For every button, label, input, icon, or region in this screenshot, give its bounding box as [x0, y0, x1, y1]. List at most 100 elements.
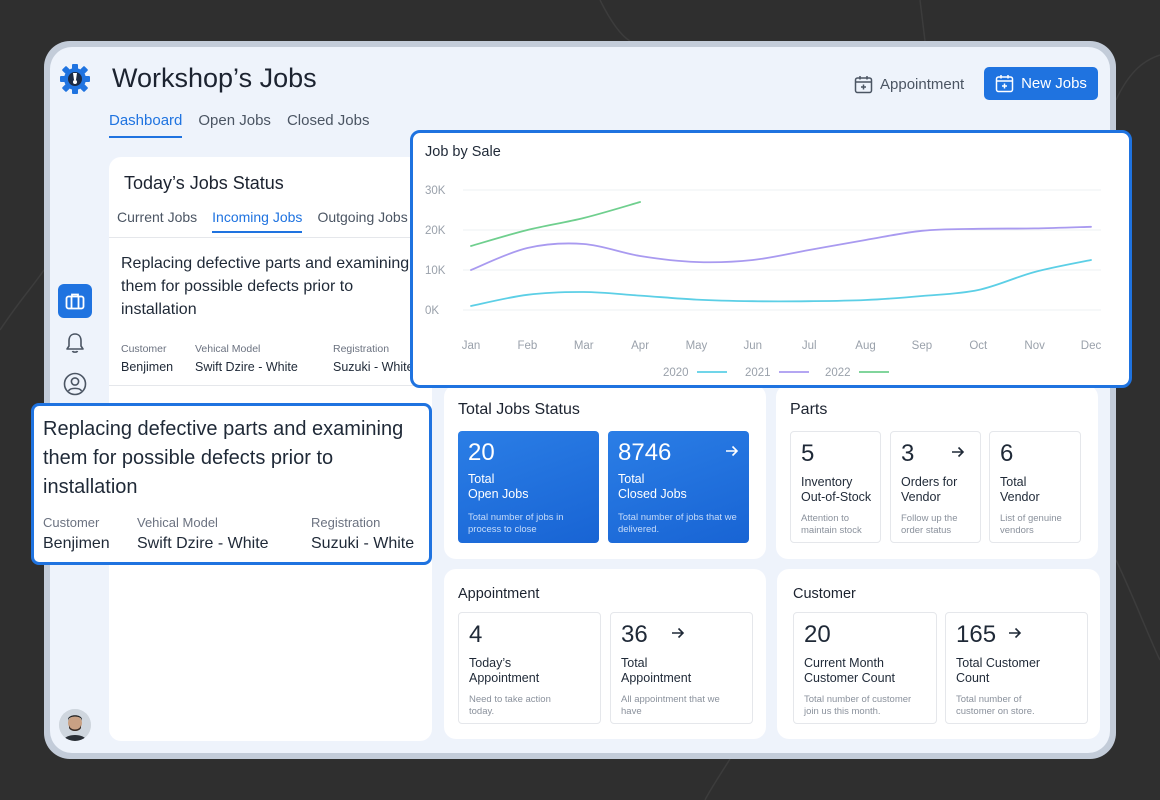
label-line: Orders for — [901, 475, 958, 489]
stat-label: Total Customer Count — [956, 656, 1040, 686]
x-tick-label: Dec — [1081, 340, 1102, 352]
desc-line: order status — [901, 525, 952, 536]
label-line: Customer Count — [804, 671, 896, 685]
legend-label: 2022 — [825, 367, 851, 379]
tab-closed-jobs[interactable]: Closed Jobs — [286, 112, 370, 129]
label-line: Open Jobs — [468, 487, 529, 501]
sidebar — [50, 47, 100, 753]
label-line: Current Month — [804, 656, 884, 670]
arrow-right-icon[interactable] — [951, 446, 965, 458]
stat-label: Inventory Out-of-Stock — [801, 475, 871, 505]
y-tick-label: 30K — [425, 185, 446, 197]
customer-value: Benjimen — [121, 360, 174, 374]
desc-line: Total number of customer — [804, 694, 912, 705]
customer-label: Customer — [43, 515, 100, 530]
tab-outgoing-jobs[interactable]: Outgoing Jobs — [317, 209, 408, 225]
todays-appointment-stat[interactable]: 4 Today’s Appointment Need to take actio… — [458, 612, 601, 724]
divider — [109, 385, 432, 386]
todays-jobs-title: Today’s Jobs Status — [124, 173, 284, 193]
tab-incoming-jobs[interactable]: Incoming Jobs — [212, 209, 303, 233]
stat-desc: Attention to maintain stock — [801, 513, 862, 537]
x-tick-label: Aug — [855, 340, 875, 352]
desc-line: today. — [469, 706, 495, 717]
job-model-large: Vehical Model Swift Dzire - White — [137, 515, 269, 553]
user-avatar[interactable] — [59, 709, 91, 741]
briefcase-icon[interactable] — [58, 284, 92, 318]
job-by-sale-chart-card: Job by Sale 0K 10K 20K 30K Jan Feb Mar Apr May Ju… — [410, 130, 1132, 388]
gear-logo-icon[interactable] — [59, 63, 91, 95]
desc-line: Follow up the — [901, 513, 958, 524]
parts-total-vendor-stat[interactable]: 6 Total Vendor List of genuine vendors — [989, 431, 1081, 543]
appointment-button-label: Appointment — [880, 75, 965, 93]
series-line-2022 — [470, 201, 641, 247]
stat-value: 165 — [956, 621, 997, 648]
model-value: Swift Dzire - White — [195, 360, 298, 374]
x-tick-label: Jan — [462, 340, 481, 352]
job-detail-popout[interactable]: Replacing defective parts and examining … — [31, 403, 432, 565]
stat-value: 20 — [804, 621, 831, 648]
desc-line: customer on store. — [956, 706, 1035, 717]
stat-value: 4 — [469, 621, 483, 648]
desc-line: Total number of — [956, 694, 1022, 705]
arrow-right-icon[interactable] — [1008, 627, 1022, 639]
stat-value: 36 — [621, 621, 648, 648]
parts-title: Parts — [790, 401, 828, 418]
label-line: Total — [1000, 475, 1027, 489]
open-jobs-desc: Total number of jobs in process to close — [468, 512, 564, 535]
label-line: Total — [621, 656, 648, 670]
user-circle-icon[interactable] — [58, 367, 92, 401]
stat-desc: All appointment that we have — [621, 694, 720, 718]
legend-label: 2020 — [663, 367, 689, 379]
new-jobs-button[interactable]: New Jobs — [984, 67, 1098, 100]
closed-jobs-stat[interactable]: 8746 Total Closed Jobs Total number of j… — [608, 431, 749, 543]
job-description[interactable]: Replacing defective parts and examining … — [121, 255, 410, 318]
x-tick-label: Jul — [802, 340, 817, 352]
calendar-plus-icon — [854, 75, 873, 93]
appointment-button[interactable]: Appointment — [854, 71, 964, 97]
total-customer-stat[interactable]: 165 Total Customer Count Total number of… — [945, 612, 1088, 724]
label-line: Appointment — [469, 671, 540, 685]
stat-label: Total Appointment — [621, 656, 691, 686]
series-line-2020 — [470, 259, 1092, 307]
stat-label: Current Month Customer Count — [804, 656, 895, 686]
open-jobs-value: 20 — [468, 439, 495, 466]
stat-value: 3 — [901, 440, 915, 467]
x-tick-label: Apr — [631, 340, 649, 352]
stat-label: Orders for Vendor — [901, 475, 957, 505]
desc-line: All appointment that we — [621, 694, 720, 705]
label-line: Total — [618, 472, 645, 486]
y-tick-label: 0K — [425, 305, 439, 317]
total-jobs-status-title: Total Jobs Status — [458, 401, 580, 418]
appointment-title: Appointment — [458, 586, 540, 602]
x-tick-label: Oct — [969, 340, 988, 352]
month-customer-stat[interactable]: 20 Current Month Customer Count Total nu… — [793, 612, 937, 724]
x-tick-label: Feb — [517, 340, 537, 352]
parts-vendor-orders-stat[interactable]: 3 Orders for Vendor Follow up the order … — [890, 431, 981, 543]
stat-value: 5 — [801, 440, 815, 467]
y-tick-label: 10K — [425, 265, 446, 277]
label-line: Vendor — [1000, 490, 1040, 504]
bell-icon[interactable] — [58, 326, 92, 360]
job-model: Vehical Model Swift Dzire - White — [195, 343, 298, 374]
total-appointment-stat[interactable]: 36 Total Appointment All appointment tha… — [610, 612, 753, 724]
label-line: Closed Jobs — [618, 487, 687, 501]
arrow-right-icon[interactable] — [671, 627, 685, 639]
registration-label: Registration — [333, 343, 390, 355]
label-line: Total Customer — [956, 656, 1041, 670]
model-label: Vehical Model — [137, 515, 218, 530]
tab-dashboard[interactable]: Dashboard — [109, 112, 183, 138]
desc-line: maintain stock — [801, 525, 862, 536]
legend-label: 2021 — [745, 367, 771, 379]
job-customer: Customer Benjimen — [121, 343, 173, 374]
closed-jobs-value: 8746 — [618, 439, 672, 466]
label-line: Out-of-Stock — [801, 490, 872, 504]
tab-current-jobs[interactable]: Current Jobs — [117, 209, 198, 225]
job-registration-large: Registration Suzuki - White — [311, 515, 414, 553]
desc-line: Need to take action — [469, 694, 551, 705]
parts-out-of-stock-stat[interactable]: 5 Inventory Out-of-Stock Attention to ma… — [790, 431, 881, 543]
chart-title: Job by Sale — [425, 144, 501, 160]
tab-open-jobs[interactable]: Open Jobs — [198, 112, 271, 129]
arrow-right-icon[interactable] — [725, 445, 739, 457]
open-jobs-stat[interactable]: 20 Total Open Jobs Total number of jobs … — [458, 431, 599, 543]
closed-jobs-label: Total Closed Jobs — [618, 472, 687, 502]
